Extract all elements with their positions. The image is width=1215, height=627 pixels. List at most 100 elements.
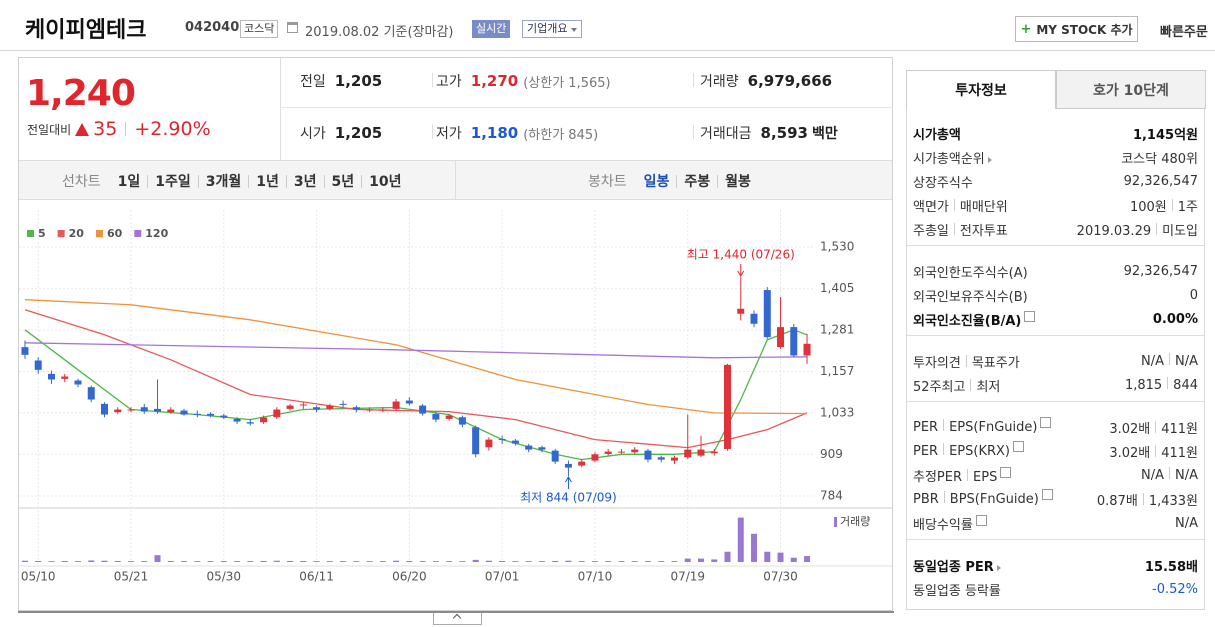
volume-bar bbox=[128, 561, 135, 562]
quote-unit: 백만 bbox=[811, 126, 838, 142]
divider bbox=[970, 378, 972, 391]
help-icon[interactable] bbox=[1041, 489, 1053, 500]
quick-order[interactable]: 빠른주문 bbox=[1160, 25, 1208, 40]
period-tab[interactable]: 3개월 bbox=[205, 174, 242, 190]
candle-tab[interactable]: 주봉 bbox=[684, 174, 711, 190]
period-tab[interactable]: 1일 bbox=[117, 174, 141, 190]
value-part: 1주 bbox=[1177, 199, 1198, 215]
period-tab[interactable]: 3년 bbox=[293, 174, 317, 190]
line-tabs: 선차트 1일 1주일 3개월 1년 3년 5년 10년 bbox=[55, 170, 409, 192]
volume-bar bbox=[247, 561, 254, 562]
candle-body bbox=[604, 451, 612, 454]
quote-item: 거래량 6,979,666 bbox=[700, 68, 832, 94]
x-tick-label: 07/01 bbox=[485, 570, 520, 584]
tab-group-label: 선차트 bbox=[62, 174, 101, 190]
collapse-button[interactable] bbox=[433, 613, 482, 625]
info-row: 외국인한도주식수(A) 92,326,547 bbox=[913, 261, 1198, 281]
caret-icon bbox=[452, 613, 462, 623]
period-tab[interactable]: 1주일 bbox=[155, 174, 191, 190]
candle-body bbox=[313, 407, 321, 410]
invest-tab[interactable]: 호가 10단계 bbox=[1056, 70, 1206, 109]
label-part: EPS(FnGuide) bbox=[949, 420, 1038, 435]
candle-body bbox=[193, 413, 201, 415]
change-rate: +2.90% bbox=[134, 118, 211, 140]
candle-body bbox=[710, 451, 718, 454]
volume-bar bbox=[790, 557, 797, 562]
change-value: 35 bbox=[93, 118, 118, 140]
row-value: 1,815 844 bbox=[1125, 377, 1198, 393]
period-tab[interactable]: 10년 bbox=[369, 174, 402, 190]
overview-button[interactable]: 기업개요 bbox=[522, 20, 583, 38]
volume-bar bbox=[35, 560, 42, 562]
volume-bar bbox=[326, 561, 333, 562]
candle-body bbox=[47, 373, 55, 380]
volume-bar bbox=[684, 558, 691, 562]
candle-tab[interactable]: 일봉 bbox=[643, 174, 670, 190]
invest-tab[interactable]: 투자정보 bbox=[906, 70, 1056, 109]
help-icon[interactable] bbox=[1013, 441, 1025, 452]
volume-bar bbox=[697, 558, 704, 562]
row-value: 3.02배 411원 bbox=[1109, 442, 1198, 461]
volume-bar bbox=[393, 560, 400, 562]
quote-item: 전일 1,205 bbox=[300, 68, 382, 94]
row-label: 추정PER EPS bbox=[913, 466, 1012, 485]
label-part: 외국인소진율(B/A) bbox=[913, 313, 1022, 329]
legend-label: 5 bbox=[38, 227, 46, 240]
volume-bar bbox=[512, 561, 519, 562]
candle-body bbox=[167, 409, 175, 413]
volume-bar bbox=[220, 561, 227, 562]
candle-body bbox=[472, 427, 480, 455]
help-icon[interactable] bbox=[1000, 466, 1012, 478]
volume-bar bbox=[578, 561, 585, 562]
divider bbox=[455, 161, 456, 199]
ma-line bbox=[24, 342, 808, 359]
stock-code: 042040 bbox=[185, 20, 240, 35]
candle-body bbox=[458, 417, 466, 425]
row-label: 52주최고 최저 bbox=[913, 376, 1000, 395]
realtime-badge[interactable]: 실시간 bbox=[472, 20, 511, 38]
volume-bar bbox=[525, 561, 532, 562]
quote-label: 전일 bbox=[300, 74, 326, 90]
candle-body bbox=[34, 360, 42, 370]
label-part: 추정PER bbox=[913, 469, 963, 485]
period-tab[interactable]: 5년 bbox=[331, 174, 355, 190]
info-row: 외국인소진율(B/A) 0.00% bbox=[913, 309, 1198, 329]
my-stock-button[interactable]: + MY STOCK 추가 bbox=[1015, 16, 1138, 42]
candle-body bbox=[286, 405, 294, 409]
legend-label: 120 bbox=[145, 227, 168, 240]
help-icon[interactable] bbox=[975, 514, 987, 526]
period-tab[interactable]: 1년 bbox=[256, 174, 279, 190]
label-part: EPS bbox=[973, 469, 998, 485]
divider bbox=[1155, 420, 1157, 433]
ma-line bbox=[24, 309, 808, 449]
value-part: N/A bbox=[1175, 468, 1198, 483]
value-part: 1,145억원 bbox=[1132, 127, 1198, 143]
volume-bar bbox=[565, 560, 572, 562]
volume-bar bbox=[366, 561, 373, 562]
label-part: BPS(FnGuide) bbox=[949, 492, 1039, 507]
divider bbox=[676, 174, 678, 188]
value-part: 411원 bbox=[1161, 421, 1198, 437]
volume-bar bbox=[273, 560, 280, 562]
label-part: 목표주가 bbox=[971, 355, 1020, 371]
help-icon[interactable] bbox=[1024, 310, 1036, 322]
row-value: N/A N/A bbox=[1141, 467, 1198, 483]
divider bbox=[717, 174, 719, 188]
quote-label: 거래량 bbox=[700, 74, 739, 90]
help-icon[interactable] bbox=[1040, 417, 1052, 428]
divider bbox=[953, 222, 955, 235]
value-part: N/A bbox=[1141, 468, 1164, 483]
candle-tab[interactable]: 월봉 bbox=[725, 174, 751, 190]
value-part: 0 bbox=[1189, 287, 1198, 303]
current-price: 1,240 bbox=[26, 73, 136, 114]
label-part: 동일업종 PER bbox=[913, 559, 994, 575]
candle-body bbox=[207, 413, 215, 416]
candle-body bbox=[803, 343, 811, 356]
row-label: 동일업종 등락률 bbox=[913, 580, 1001, 599]
row-value: -0.52% bbox=[1152, 582, 1198, 597]
value-part: N/A bbox=[1175, 354, 1198, 369]
volume-bar bbox=[751, 533, 758, 562]
volume-bar bbox=[260, 560, 267, 562]
candle-body bbox=[578, 461, 586, 466]
